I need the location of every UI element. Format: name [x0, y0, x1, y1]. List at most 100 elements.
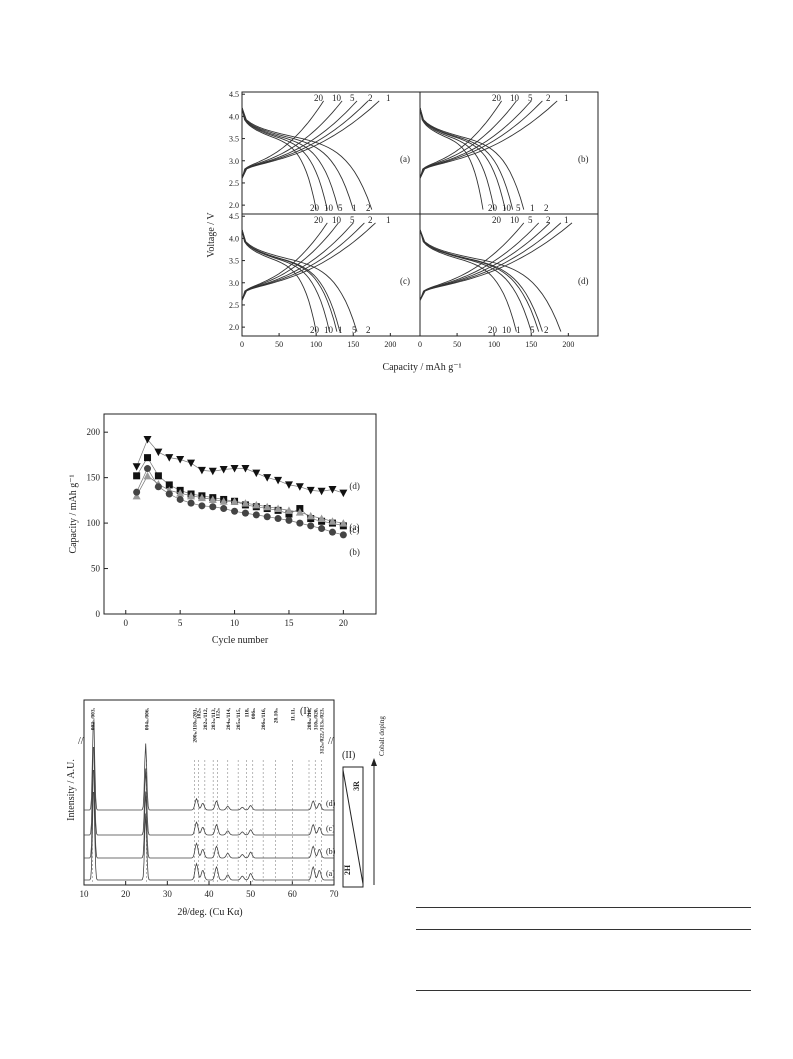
fig1-charge-curve	[419, 222, 573, 301]
fig2-point	[317, 487, 326, 496]
fig1-discharge-curve	[241, 107, 328, 210]
fig1-ytick-label: 4.0	[229, 112, 239, 121]
fig1-ytick-label: 2.0	[229, 323, 239, 332]
fig1-cycle-label-bottom: 1	[530, 203, 535, 213]
fig1-cycle-label-bottom: 2	[366, 325, 371, 335]
fig1-cycle-label-bottom: 20	[488, 325, 498, 335]
fig1-cycle-label-top: 2	[368, 93, 373, 103]
fig3-peak-label: 118ᵣ	[245, 707, 251, 717]
fig2-plot-frame	[103, 413, 377, 615]
fig1-charge-curve	[419, 100, 502, 179]
fig2-point	[133, 488, 141, 496]
fig1-ytick-label: 4.5	[229, 212, 239, 221]
fig1-charge-curve	[419, 100, 558, 179]
fig1-cycle-label-top: 2	[546, 215, 551, 225]
fig3-box-top: 3R	[352, 781, 361, 791]
fig1-charge-curve	[241, 222, 376, 301]
fig3-ylabel: Intensity / A.U.	[66, 759, 77, 821]
fig2-point	[165, 454, 174, 462]
fig1-panel-frame	[241, 91, 421, 215]
fig3-curve-label: (a)	[326, 869, 335, 878]
fig2-point	[176, 455, 185, 464]
fig1-discharge-curve	[241, 229, 341, 332]
fig2-point	[328, 485, 337, 494]
figure-xrd: 10 20 30 40 50 60 70 (d) (c) (b) (a) // // 002ₕ/003ᵣ 0…	[66, 699, 386, 918]
fig1-panel-label: (a)	[400, 154, 410, 164]
fig1-cycle-label-bottom: 2	[544, 203, 549, 213]
fig3-peak-label: 004ₕ/006ᵣ	[145, 707, 151, 730]
fig2-point	[307, 522, 315, 530]
fig2-point	[295, 508, 304, 516]
fig3-xrd-curve	[84, 747, 334, 836]
fig1-xtick-label: 0	[418, 340, 422, 349]
fig1-discharge-curve	[241, 229, 338, 332]
fig3-phase-divider	[342, 769, 364, 885]
fig3-peak-label: 202ₕ/112ᵣ	[203, 707, 209, 730]
fig1-charge-curve	[419, 100, 517, 179]
fig2-point	[285, 510, 293, 518]
fig1-ytick-label: 2.5	[229, 179, 239, 188]
fig1-discharge-curve	[241, 107, 339, 210]
fig1-xtick-label: 0	[240, 340, 244, 349]
fig3-xtick-label: 30	[163, 889, 173, 899]
fig2-point	[197, 466, 206, 475]
fig2-xlabel: Cycle number	[212, 635, 269, 646]
fig1-xtick-label: 150	[347, 340, 359, 349]
fig2-xtick-label: 0	[124, 618, 129, 628]
fig2-point	[328, 528, 336, 536]
table-top-rule	[416, 907, 751, 908]
fig2-point	[133, 472, 141, 480]
fig1-discharge-curve	[419, 107, 525, 210]
fig3-peak-label: 204ₕ/114ᵣ	[226, 707, 232, 730]
fig3-xtick-label: 70	[330, 889, 340, 899]
fig1-charge-curve	[241, 222, 328, 301]
fig1-discharge-curve	[419, 107, 506, 210]
fig2-point	[306, 486, 315, 495]
fig3-curve-label: (b)	[326, 847, 336, 856]
fig1-discharge-curve	[241, 229, 358, 332]
fig2-series-label: (d)	[349, 481, 360, 491]
fig2-point	[306, 511, 315, 520]
fig2-point	[208, 495, 217, 503]
table-header-rule	[416, 929, 751, 930]
fig2-point	[339, 489, 348, 498]
fig1-cycle-label-bottom: 10	[324, 203, 334, 213]
fig1-discharge-curve	[419, 107, 484, 210]
fig1-cycle-label-bottom: 5	[338, 203, 343, 213]
fig1-ytick-label: 2.0	[229, 201, 239, 210]
fig1-cycle-label-top: 10	[510, 93, 520, 103]
fig1-xtick-label: 200	[384, 340, 396, 349]
fig2-point	[154, 472, 162, 480]
fig2-ytick-label: 150	[87, 473, 101, 483]
fig1-xtick-label: 50	[453, 340, 461, 349]
fig1-panel-label: (d)	[578, 276, 589, 286]
fig2-point	[285, 516, 293, 524]
fig2-point	[154, 448, 163, 457]
fig1-charge-curve	[241, 222, 365, 301]
fig3-xtick-label: 50	[246, 889, 256, 899]
fig3-plot-frame	[83, 699, 335, 886]
fig1-charge-curve	[241, 100, 358, 179]
fig2-series-label: (c)	[349, 525, 359, 535]
fig3-peak-label: 203ₕ/113ᵣ	[211, 707, 217, 730]
fig2-point	[209, 503, 217, 511]
fig2-ytick-label: 200	[87, 427, 101, 437]
fig2-point	[274, 476, 283, 485]
fig1-cycle-label-top: 2	[368, 215, 373, 225]
fig2-series-label: (a)	[349, 522, 359, 532]
fig3-peak-label: 208ₕ/118ᵣ	[307, 707, 313, 730]
fig2-point	[143, 435, 152, 444]
fig3-peak-label: 11.11ᵣ	[290, 707, 296, 721]
fig2-xtick-label: 15	[284, 618, 294, 628]
fig1-ylabel: Voltage / V	[206, 212, 217, 258]
fig1-cycle-label-top: 20	[492, 215, 502, 225]
fig1-cycle-label-top: 1	[564, 215, 569, 225]
fig1-charge-curve	[241, 222, 339, 301]
fig2-point	[230, 465, 239, 473]
fig3-peak-label: 112ₕ	[215, 708, 221, 719]
fig2-xtick-label: 20	[339, 618, 349, 628]
fig1-discharge-curve	[241, 107, 354, 210]
fig1-discharge-curve	[241, 229, 317, 332]
fig2-point	[263, 502, 272, 511]
